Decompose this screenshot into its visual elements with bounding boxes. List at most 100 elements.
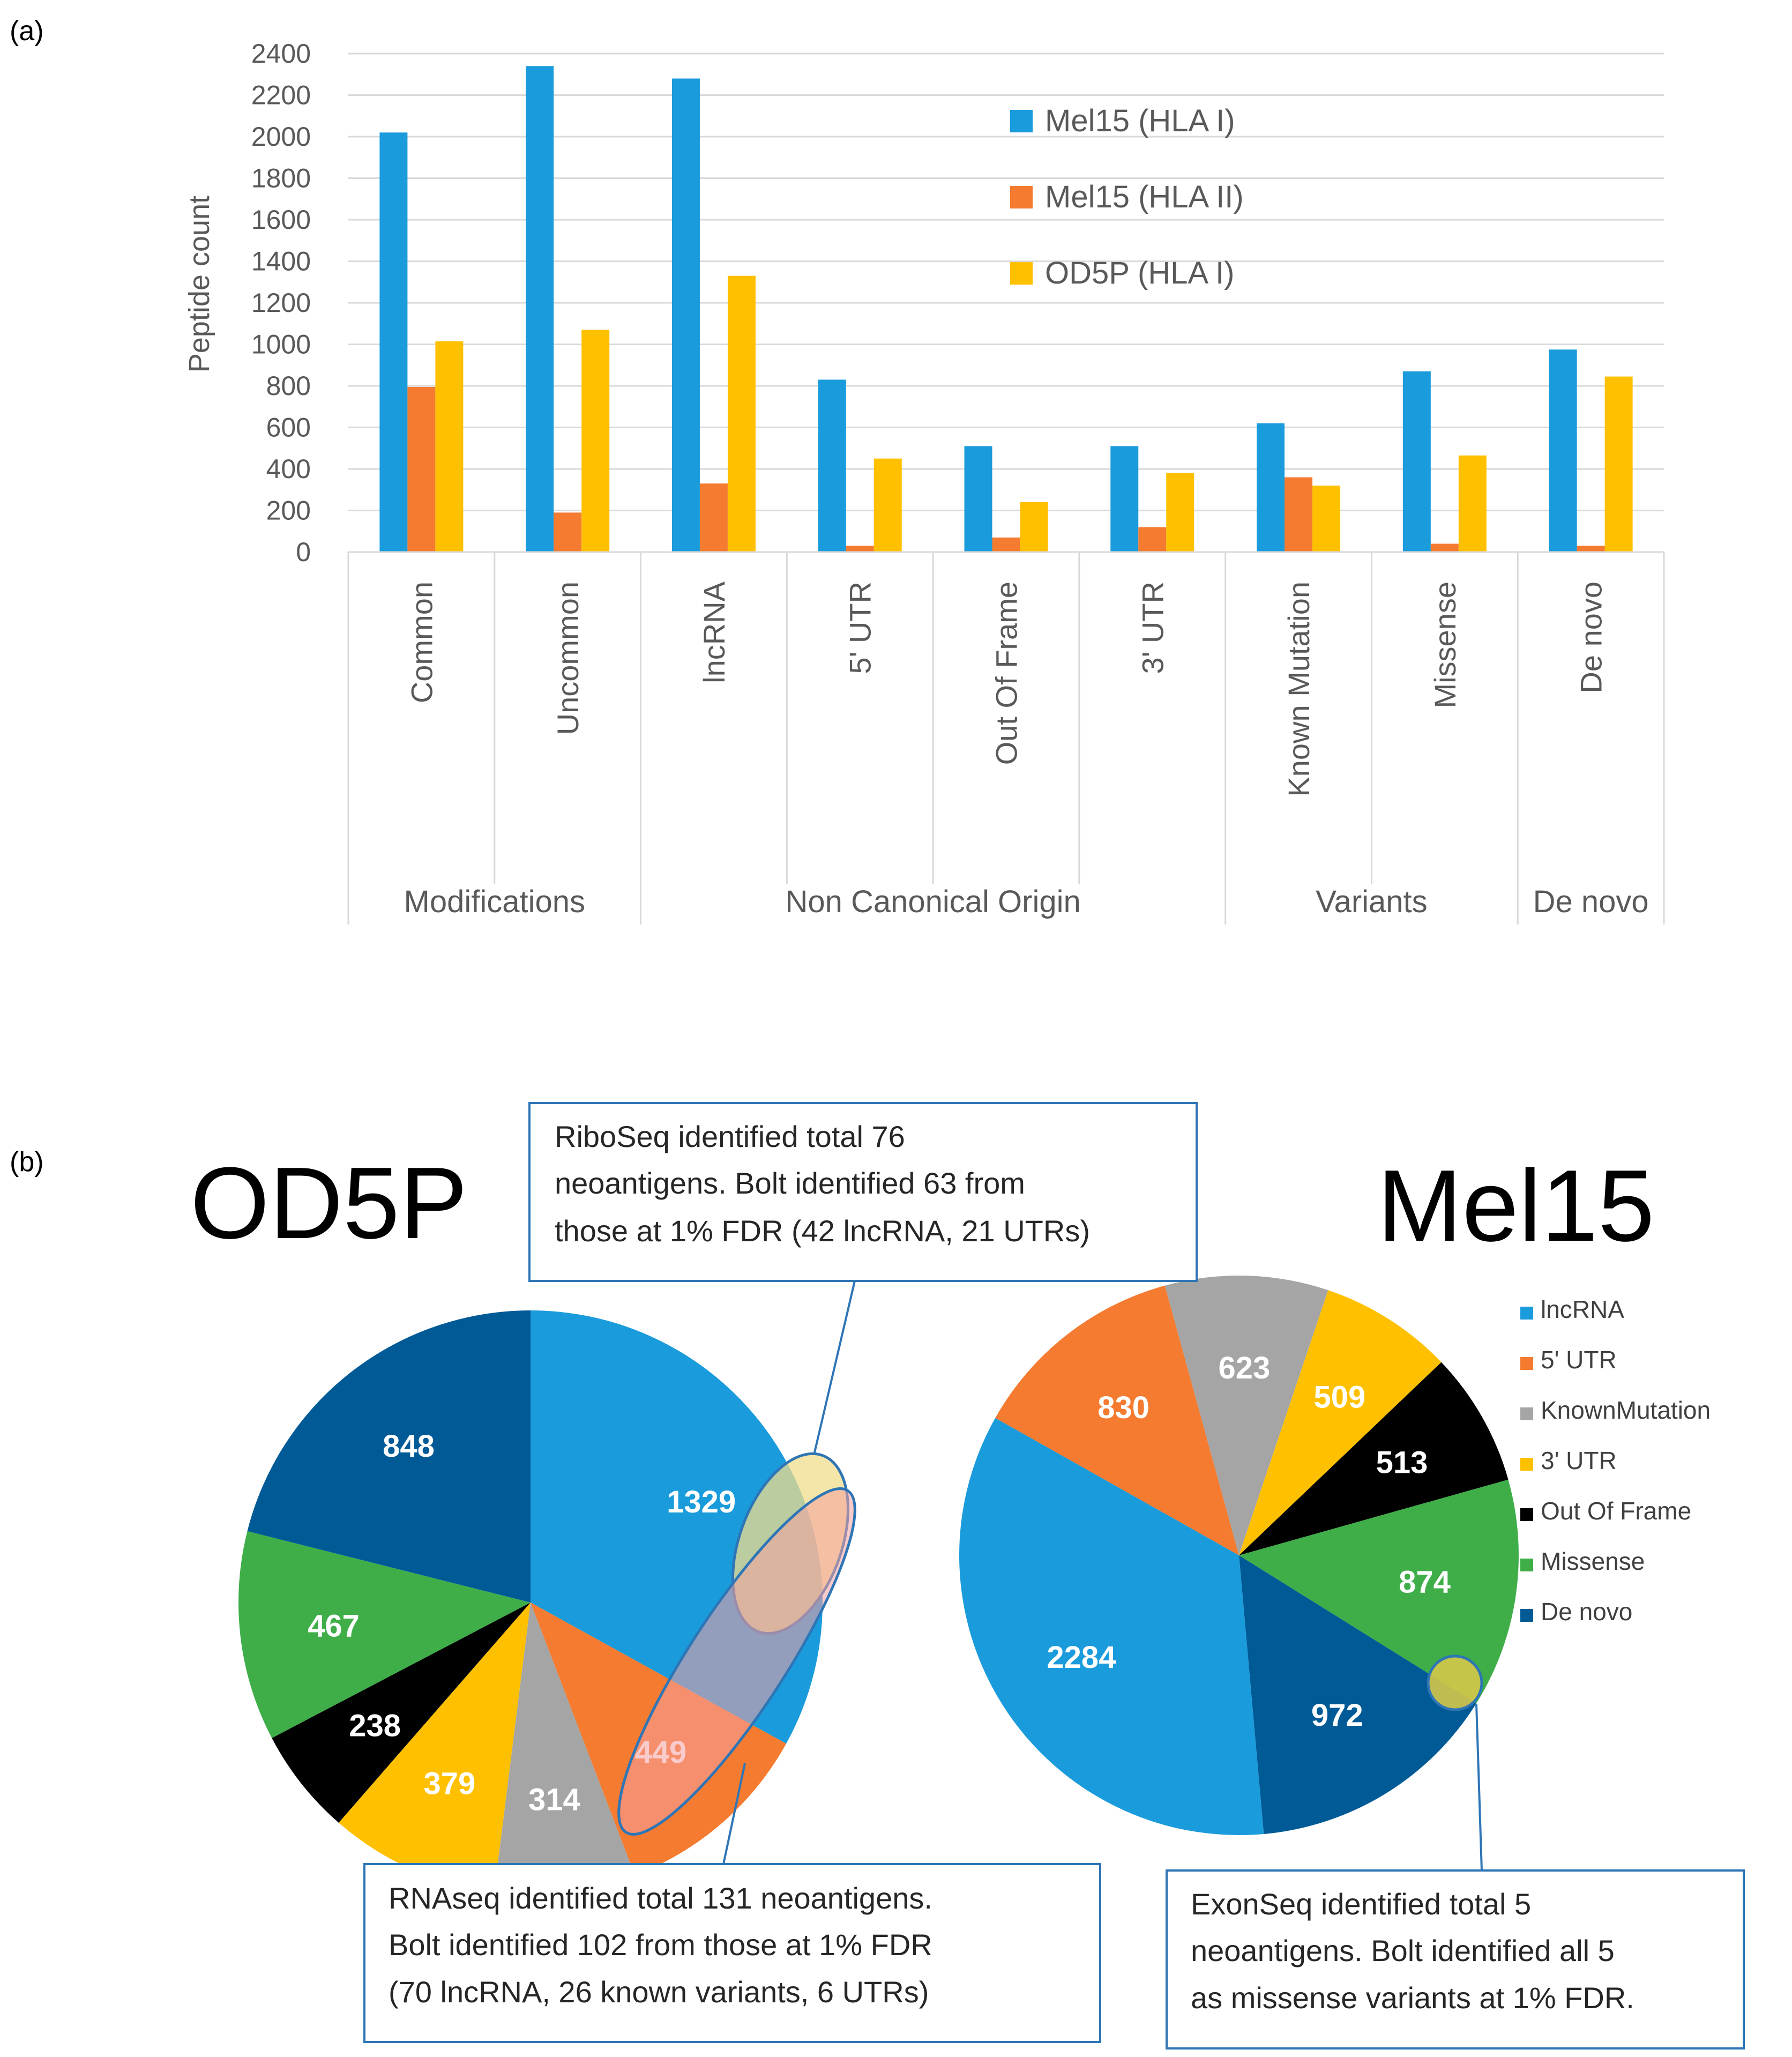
bar-marks bbox=[379, 66, 1633, 552]
category-label-out-of-frame: Out Of Frame bbox=[990, 582, 1024, 765]
category-label-lncrna: lncRNA bbox=[697, 581, 731, 683]
od5p-value-missense: 467 bbox=[308, 1609, 360, 1644]
bar-de-novo-mel15-hla-i bbox=[1549, 349, 1577, 552]
y-tick-label: 800 bbox=[266, 371, 311, 401]
bar-5-utr-mel15-hla-i bbox=[818, 379, 846, 552]
bar-known-mutation-mel15-hla-i bbox=[1257, 423, 1285, 552]
bar-uncommon-mel15-hla-ii bbox=[554, 512, 582, 552]
od5p-value-out-of-frame: 238 bbox=[349, 1708, 401, 1743]
pie-legend: lncRNA 5' UTR KnownMutation 3' UTR Out Of Fr… bbox=[1520, 1295, 1711, 1626]
bar-de-novo-mel15-hla-ii bbox=[1577, 546, 1605, 552]
mel15-slice-lncrna bbox=[959, 1418, 1264, 1835]
mel15-value-missense: 874 bbox=[1399, 1564, 1451, 1599]
od5p-value-lncrna: 1329 bbox=[667, 1485, 736, 1519]
legend-swatch-od5p-hla-i bbox=[1010, 262, 1033, 285]
category-label-known-mutation: Known Mutation bbox=[1282, 582, 1316, 797]
bar-common-mel15-hla-ii bbox=[407, 386, 436, 552]
bar-3-utr-mel15-hla-ii bbox=[1138, 527, 1167, 552]
y-tick-label: 2400 bbox=[251, 39, 311, 69]
category-label-missense: Missense bbox=[1428, 582, 1462, 709]
bar-common-od5p-hla-i bbox=[435, 341, 464, 552]
rnaseq-callout-line-3: (70 lncRNA, 26 known variants, 6 UTRs) bbox=[389, 1975, 929, 2009]
bar-category-labels: Common Uncommon lncRNA 5' UTR Out Of Frame 3'… bbox=[405, 581, 1608, 796]
group-label-modifications: Modifications bbox=[404, 884, 585, 919]
exonseq-callout-line-2: neoantigens. Bolt identified all 5 bbox=[1191, 1934, 1615, 1967]
category-label-common: Common bbox=[405, 582, 438, 703]
od5p-value-known-mutation: 314 bbox=[528, 1782, 580, 1817]
od5p-slice-de-novo bbox=[247, 1310, 531, 1603]
bar-gridlines bbox=[348, 53, 1664, 553]
mel15-slice-out-of-frame bbox=[1239, 1362, 1509, 1555]
mel15-value-de-novo: 972 bbox=[1311, 1698, 1363, 1733]
mel15-value-known-mutation: 623 bbox=[1218, 1351, 1270, 1385]
od5p-value-3-utr: 379 bbox=[423, 1767, 475, 1801]
y-tick-label: 1400 bbox=[251, 247, 311, 277]
mel15-slice-de-novo bbox=[1239, 1555, 1476, 1834]
bar-common-mel15-hla-i bbox=[379, 132, 408, 552]
pie-legend-label-missense: Missense bbox=[1541, 1547, 1645, 1575]
pie-legend-label-3-utr: 3' UTR bbox=[1541, 1447, 1617, 1474]
riboseq-callout-line-2: neoantigens. Bolt identified 63 from bbox=[555, 1166, 1025, 1200]
mel15-pie-chart: 830 623 509 513 874 972 2284 bbox=[959, 1276, 1519, 1835]
riboseq-callout: RiboSeq identified total 76 neoantigens.… bbox=[528, 1102, 1198, 1282]
exonseq-callout: ExonSeq identified total 5 neoantigens. … bbox=[1166, 1869, 1745, 2049]
bar-known-mutation-od5p-hla-i bbox=[1312, 486, 1341, 552]
bar-de-novo-od5p-hla-i bbox=[1604, 376, 1633, 552]
mel15-pie-title: Mel15 bbox=[1377, 1149, 1655, 1263]
bar-lncrna-od5p-hla-i bbox=[727, 275, 756, 552]
legend-label-mel15-hla-i: Mel15 (HLA I) bbox=[1045, 103, 1235, 138]
pie-legend-swatch-missense bbox=[1520, 1559, 1533, 1571]
bar-y-axis-title: Peptide count bbox=[183, 196, 215, 372]
rnaseq-leader-line bbox=[722, 1763, 746, 1865]
group-label-de-novo: De novo bbox=[1533, 884, 1649, 919]
pie-legend-swatch-3-utr bbox=[1520, 1458, 1533, 1471]
pie-legend-swatch-knownmutation bbox=[1520, 1407, 1533, 1420]
bar-out-of-frame-mel15-hla-i bbox=[964, 446, 992, 552]
bar-legend: Mel15 (HLA I) Mel15 (HLA II) OD5P (HLA I) bbox=[1010, 103, 1244, 290]
mel15-slice-5-utr bbox=[995, 1285, 1239, 1555]
y-tick-label: 1000 bbox=[251, 330, 311, 360]
y-tick-label: 0 bbox=[296, 537, 311, 567]
y-tick-label: 1600 bbox=[251, 205, 311, 235]
y-tick-label: 1800 bbox=[251, 163, 311, 193]
y-tick-label: 400 bbox=[266, 454, 311, 484]
legend-swatch-mel15-hla-ii bbox=[1010, 186, 1033, 208]
legend-label-mel15-hla-ii: Mel15 (HLA II) bbox=[1045, 180, 1244, 214]
bar-missense-mel15-hla-i bbox=[1402, 371, 1431, 552]
bar-out-of-frame-od5p-hla-i bbox=[1020, 502, 1048, 552]
legend-swatch-mel15-hla-i bbox=[1010, 110, 1033, 132]
bar-3-utr-od5p-hla-i bbox=[1166, 473, 1194, 552]
y-tick-label: 2000 bbox=[251, 122, 311, 152]
category-label-5-utr: 5' UTR bbox=[843, 582, 877, 674]
mel15-slice-known-mutation bbox=[1164, 1276, 1328, 1555]
y-tick-label: 600 bbox=[266, 413, 311, 443]
bar-missense-mel15-hla-ii bbox=[1430, 543, 1459, 552]
y-tick-label: 2200 bbox=[251, 80, 311, 110]
bar-chart: 0 200 400 600 800 1000 1200 1400 1600 1800 2000 220… bbox=[183, 39, 1665, 925]
rnaseq-callout-line-1: RNAseq identified total 131 neoantigens. bbox=[389, 1881, 932, 1915]
mel15-exonseq-highlight bbox=[1427, 1654, 1483, 1711]
pie-legend-label-5-utr: 5' UTR bbox=[1541, 1346, 1617, 1374]
mel15-value-5-utr: 830 bbox=[1097, 1390, 1149, 1425]
bar-5-utr-mel15-hla-ii bbox=[846, 546, 874, 552]
panel-label-b: (b) bbox=[10, 1146, 44, 1177]
pie-legend-label-out-of-frame: Out Of Frame bbox=[1541, 1497, 1691, 1525]
y-tick-label: 1200 bbox=[251, 288, 311, 318]
pie-legend-label-de-novo: De novo bbox=[1541, 1598, 1632, 1626]
bar-uncommon-mel15-hla-i bbox=[526, 66, 554, 552]
pie-legend-swatch-5-utr bbox=[1520, 1357, 1533, 1370]
od5p-slice-3-utr bbox=[338, 1603, 531, 1892]
exonseq-leader-line bbox=[1475, 1704, 1483, 1871]
bar-y-ticks: 0 200 400 600 800 1000 1200 1400 1600 1800 2000 220… bbox=[251, 39, 311, 567]
bar-5-utr-od5p-hla-i bbox=[873, 458, 902, 552]
bar-missense-od5p-hla-i bbox=[1458, 455, 1487, 552]
category-label-de-novo: De novo bbox=[1574, 582, 1608, 694]
bar-lncrna-mel15-hla-i bbox=[671, 78, 700, 552]
group-label-non-canonical-origin: Non Canonical Origin bbox=[785, 884, 1080, 919]
od5p-rnaseq-highlight bbox=[617, 1487, 856, 1836]
od5p-pie-title: OD5P bbox=[190, 1146, 467, 1260]
bar-3-utr-mel15-hla-i bbox=[1110, 446, 1139, 552]
riboseq-callout-line-3: those at 1% FDR (42 lncRNA, 21 UTRs) bbox=[555, 1214, 1090, 1248]
mel15-slice-missense bbox=[1239, 1479, 1519, 1704]
exonseq-callout-line-1: ExonSeq identified total 5 bbox=[1191, 1887, 1531, 1921]
